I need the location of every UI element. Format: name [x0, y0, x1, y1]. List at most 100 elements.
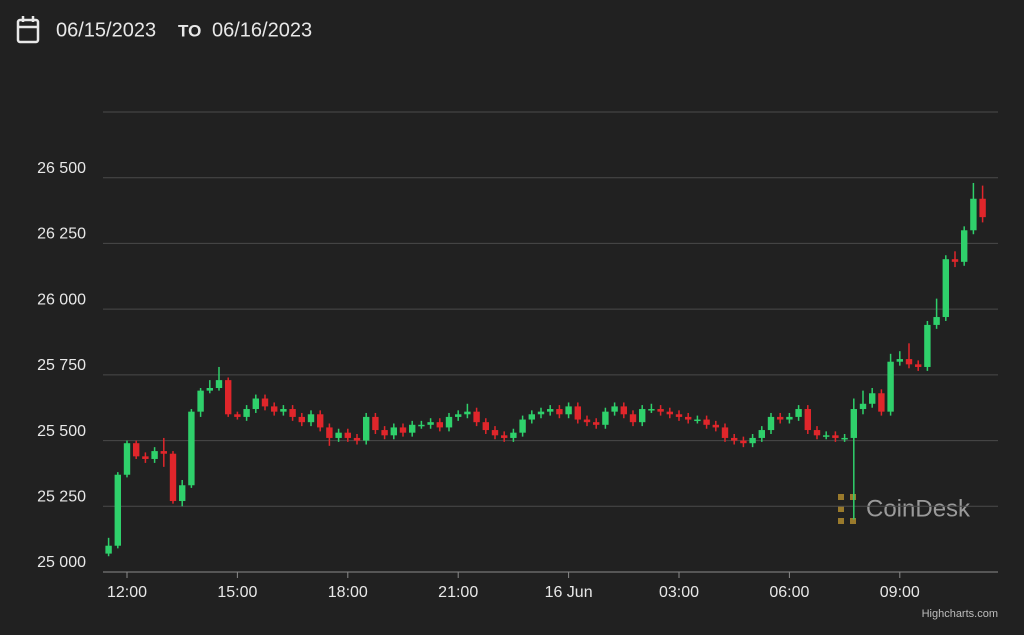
candle-body — [887, 361, 894, 412]
candle-body — [731, 437, 738, 441]
candle-body — [519, 419, 526, 433]
date-to[interactable]: 06/16/2023 — [212, 19, 312, 41]
candle-body — [491, 430, 499, 436]
y-tick-label: 25 750 — [37, 357, 86, 374]
x-tick-label: 12:00 — [107, 584, 147, 601]
candle-body — [381, 430, 388, 436]
candle-body — [225, 380, 232, 415]
candle-body — [151, 451, 158, 459]
candle-body — [142, 456, 149, 459]
y-tick-label: 26 250 — [37, 226, 86, 243]
candle-body — [464, 411, 471, 415]
candle-body — [611, 406, 618, 412]
candle-body — [593, 422, 600, 425]
candle-body — [105, 545, 112, 554]
candle-body — [602, 411, 609, 425]
candle-body — [813, 430, 821, 436]
watermark: CoinDesk — [866, 495, 971, 522]
candle-body — [326, 427, 333, 438]
candle-body — [740, 440, 747, 444]
candle-body — [795, 409, 802, 417]
candle-body — [353, 437, 361, 441]
x-tick-label: 09:00 — [880, 584, 920, 601]
candle-body — [537, 411, 545, 415]
candle-body — [501, 435, 508, 438]
candle-body — [427, 422, 434, 425]
x-tick-label: 15:00 — [217, 584, 257, 601]
candle-body — [869, 393, 876, 404]
candle-body — [648, 409, 655, 411]
candle-body — [639, 409, 646, 423]
range-separator: TO — [178, 21, 201, 40]
candle-body — [583, 419, 591, 423]
candle-body — [298, 416, 305, 423]
candle-body — [418, 424, 425, 427]
candle-body — [694, 419, 701, 422]
candle-body — [455, 414, 462, 417]
candle-body — [436, 422, 443, 428]
candle-body — [317, 414, 324, 428]
y-tick-label: 26 500 — [37, 160, 86, 177]
candle-body — [786, 416, 793, 420]
candle-body — [363, 416, 370, 441]
candle-body — [620, 406, 627, 415]
candle-body — [970, 198, 977, 231]
x-tick-label: 21:00 — [438, 584, 478, 601]
candle-body — [482, 422, 489, 431]
candle-body — [850, 409, 857, 438]
candle-body — [160, 451, 167, 454]
candle-body — [832, 435, 839, 438]
candle-body — [344, 432, 351, 438]
candle-body — [179, 485, 186, 502]
candle-body — [445, 416, 453, 428]
candle-body — [307, 414, 315, 423]
candle-body — [767, 416, 775, 431]
candle-body — [951, 259, 959, 262]
candle-body — [896, 359, 903, 362]
candle-body — [409, 424, 416, 433]
watermark-logo — [838, 494, 856, 524]
candle-body — [979, 198, 986, 218]
candle-body — [804, 409, 811, 431]
candle-body — [556, 409, 563, 415]
candle-body — [703, 419, 710, 425]
candle-body — [114, 474, 121, 546]
date-from[interactable]: 06/15/2023 — [56, 19, 156, 41]
candle-body — [335, 432, 342, 438]
candle-body — [915, 364, 922, 367]
candle-body — [390, 427, 397, 436]
candle-body — [473, 411, 480, 423]
candle-body — [372, 416, 379, 431]
x-tick-label: 16 Jun — [545, 584, 593, 601]
candle-body — [721, 427, 729, 438]
candle-body — [685, 416, 692, 420]
candle-body — [565, 406, 572, 415]
candle-body — [942, 259, 949, 318]
candle-body — [123, 443, 131, 475]
candle-body — [399, 427, 407, 433]
calendar-icon — [16, 16, 40, 44]
candle-body — [574, 406, 581, 420]
candle-body — [666, 411, 673, 415]
y-tick-label: 25 500 — [37, 423, 86, 440]
candle-body — [841, 437, 848, 440]
candle-body — [234, 414, 241, 417]
candle-body — [510, 432, 517, 438]
candle-body — [859, 403, 867, 410]
candle-body — [961, 230, 968, 262]
candle-body — [905, 359, 913, 365]
candle-body — [749, 437, 756, 444]
candle-body — [528, 414, 535, 420]
candle-body — [823, 435, 830, 437]
candle-body — [252, 398, 259, 410]
candle-body — [280, 409, 287, 412]
credits[interactable]: Highcharts.com — [922, 608, 998, 620]
candle-body — [675, 414, 683, 417]
candle-body — [629, 414, 637, 423]
candle-body — [933, 317, 940, 325]
candle-body — [243, 409, 250, 417]
x-tick-label: 06:00 — [769, 584, 809, 601]
candle-body — [924, 324, 931, 367]
candle-body — [289, 409, 296, 417]
